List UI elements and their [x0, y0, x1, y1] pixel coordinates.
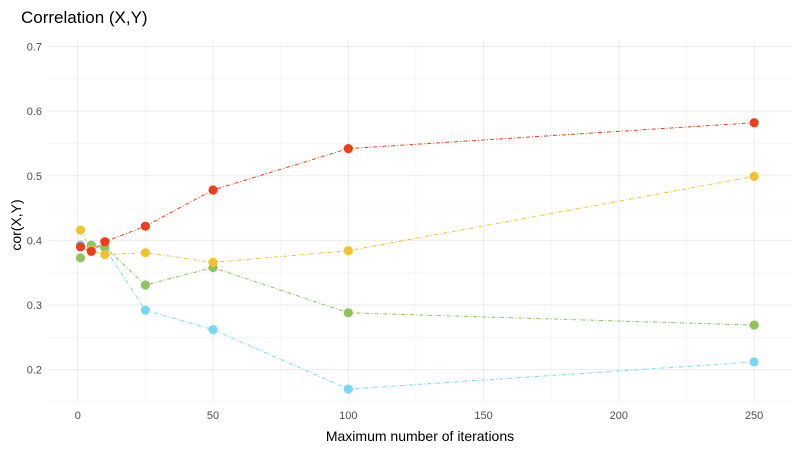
x-tick-label: 150: [474, 410, 492, 422]
x-tick-label: 250: [745, 410, 763, 422]
data-point: [100, 237, 110, 247]
data-point: [343, 144, 353, 154]
series-line: [80, 122, 755, 252]
plot-series: [75, 118, 759, 394]
data-point: [140, 305, 150, 315]
data-point: [749, 118, 759, 128]
y-axis-title: cor(X,Y): [8, 199, 24, 250]
data-point: [208, 325, 218, 335]
series-1: [75, 240, 759, 394]
y-tick-label: 0.4: [27, 235, 42, 247]
data-point: [75, 253, 86, 263]
data-point: [75, 225, 86, 235]
axis-ticks: 0 50 100 150 200 250 0.2 0.3 0.4 0.5 0.6 0.7: [27, 41, 764, 422]
data-point: [208, 185, 218, 195]
y-tick-label: 0.6: [27, 106, 42, 118]
series-line: [80, 244, 755, 390]
data-point: [343, 384, 353, 394]
y-tick-label: 0.7: [27, 41, 42, 53]
data-point: [140, 221, 150, 231]
series-line: [80, 175, 755, 263]
series-3: [75, 171, 759, 267]
data-point: [343, 246, 353, 256]
y-tick-label: 0.5: [27, 171, 42, 183]
x-tick-label: 50: [207, 410, 219, 422]
series-4: [75, 118, 759, 256]
x-tick-label: 200: [610, 410, 628, 422]
plot-grid: [48, 40, 792, 403]
chart-title: Correlation (X,Y): [21, 8, 148, 27]
x-tick-label: 100: [339, 410, 357, 422]
y-tick-label: 0.3: [27, 300, 42, 312]
data-point: [86, 246, 96, 256]
data-point: [100, 250, 110, 260]
data-point: [140, 248, 150, 258]
data-point: [749, 320, 759, 330]
y-tick-label: 0.2: [27, 365, 42, 377]
data-point: [749, 357, 759, 367]
data-point: [749, 171, 759, 181]
data-point: [140, 280, 150, 290]
data-point: [75, 242, 86, 252]
series-2: [75, 240, 759, 330]
x-axis-title: Maximum number of iterations: [326, 428, 514, 444]
data-point: [343, 308, 353, 318]
data-point: [208, 257, 218, 267]
x-tick-label: 0: [75, 410, 81, 422]
